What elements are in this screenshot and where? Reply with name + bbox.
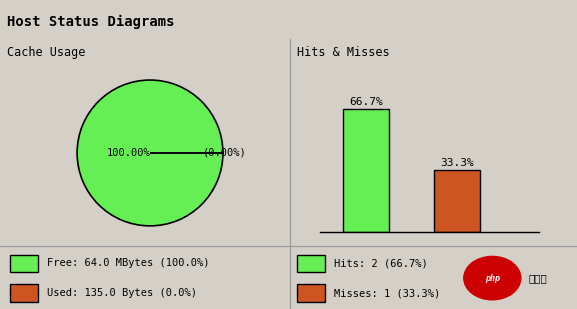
- Text: Hits & Misses: Hits & Misses: [297, 46, 390, 59]
- Bar: [434, 170, 480, 232]
- Text: Used: 135.0 Bytes (0.0%): Used: 135.0 Bytes (0.0%): [47, 288, 197, 298]
- Text: Misses: 1 (33.3%): Misses: 1 (33.3%): [334, 288, 440, 298]
- Bar: [10, 255, 38, 272]
- Text: Cache Usage: Cache Usage: [8, 46, 85, 59]
- Bar: [297, 255, 325, 272]
- Text: Hits: 2 (66.7%): Hits: 2 (66.7%): [334, 258, 427, 269]
- Bar: [10, 284, 38, 302]
- Text: Host Status Diagrams: Host Status Diagrams: [7, 15, 174, 29]
- Text: (0.00%): (0.00%): [203, 148, 246, 158]
- Text: 33.3%: 33.3%: [440, 158, 474, 168]
- Bar: [297, 284, 325, 302]
- Wedge shape: [77, 80, 223, 226]
- Text: php: php: [485, 273, 500, 283]
- Text: Free: 64.0 MBytes (100.0%): Free: 64.0 MBytes (100.0%): [47, 258, 209, 269]
- Bar: [343, 108, 389, 232]
- Text: 100.00%: 100.00%: [106, 148, 150, 158]
- Ellipse shape: [464, 256, 521, 300]
- Text: 中文网: 中文网: [529, 273, 548, 283]
- Text: 66.7%: 66.7%: [349, 97, 383, 107]
